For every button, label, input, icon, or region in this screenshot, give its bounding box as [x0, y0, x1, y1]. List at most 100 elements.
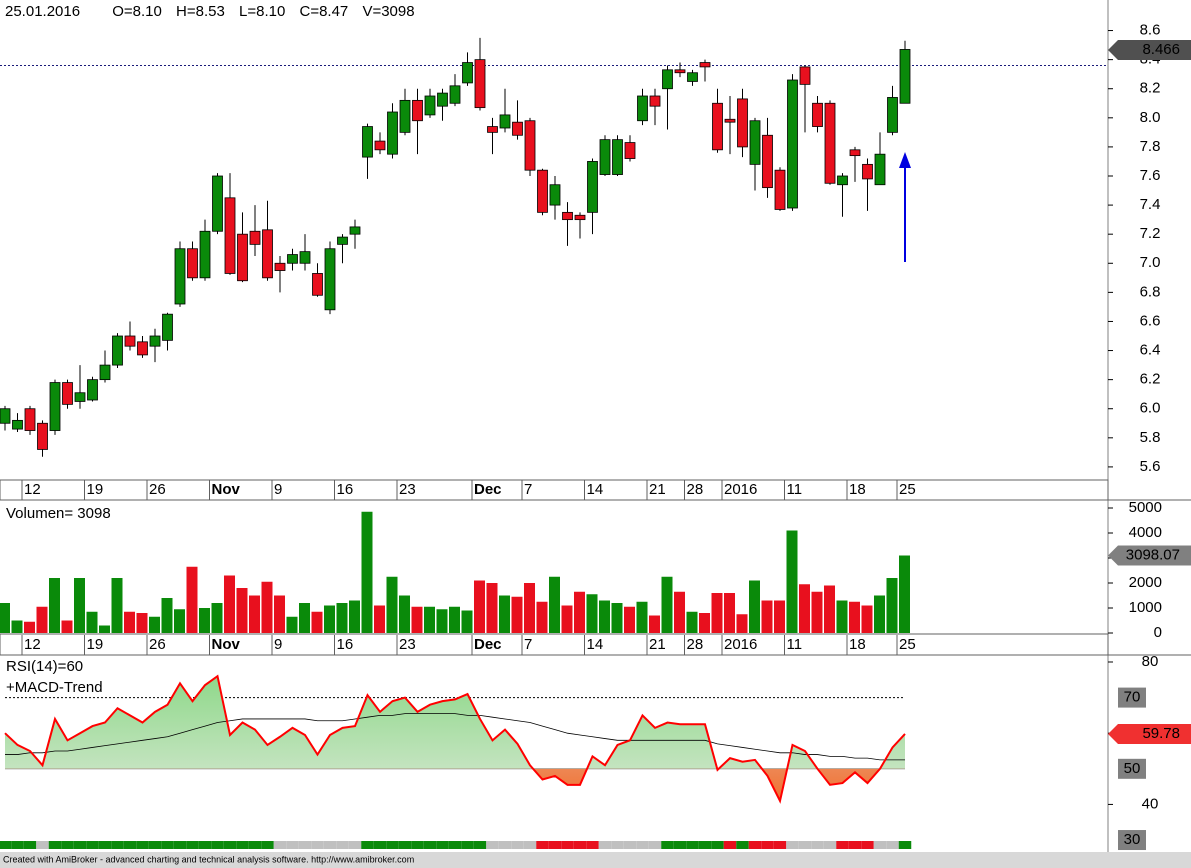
volume-bar — [224, 575, 235, 633]
candle-body — [387, 111, 398, 155]
macd-trend-segment — [498, 841, 512, 849]
candle-body — [687, 72, 698, 82]
volume-bar — [299, 603, 310, 633]
volume-bar — [174, 609, 185, 633]
level-label: 70 — [1124, 689, 1141, 706]
volume-bar — [11, 620, 23, 633]
x-tick-label: Nov — [212, 481, 241, 498]
x-tick-label: 18 — [849, 481, 866, 498]
candle-body — [137, 341, 148, 356]
macd-trend-segment — [186, 841, 199, 849]
volume-bar — [361, 511, 373, 633]
x-tick-label: 11 — [787, 481, 803, 498]
candle-body — [674, 69, 686, 74]
macd-trend-segment — [698, 841, 712, 849]
candle-body — [362, 126, 373, 158]
x-tick-label: 25 — [899, 636, 916, 653]
macd-trend-segment — [273, 841, 287, 849]
candle-body — [199, 230, 211, 279]
candle-body — [424, 95, 436, 116]
macd-trend-segment — [0, 841, 12, 849]
macd-trend-segment — [73, 841, 87, 849]
volume-bar — [511, 596, 523, 633]
macd-trend-segment — [248, 841, 262, 849]
candle-body — [774, 169, 786, 210]
candle-body — [274, 262, 286, 271]
volume-bar — [474, 580, 485, 633]
macd-trend-segment — [898, 841, 912, 849]
rsi-line — [4, 674, 906, 804]
macd-trend-segment — [848, 841, 862, 849]
y-tick-label: 5000 — [1129, 499, 1162, 516]
footer: Created with AmiBroker - advanced charti… — [3, 854, 414, 864]
x-tick-label: Dec — [474, 481, 502, 498]
volume-bar — [386, 576, 398, 633]
level-box — [1118, 830, 1146, 851]
candle-body — [537, 169, 548, 213]
volume-bar — [399, 595, 410, 633]
candle-body — [887, 97, 898, 133]
y-tick-label: 5.8 — [1140, 429, 1161, 446]
readout: V=3098 — [362, 3, 414, 20]
candle-body — [399, 99, 411, 133]
y-tick-label: 7.4 — [1140, 196, 1161, 213]
date: 25.01.2016 — [5, 3, 80, 20]
y-tick-label: 4000 — [1129, 524, 1162, 541]
x-tick-label: 19 — [87, 636, 104, 653]
macd-trend-segment — [586, 841, 599, 849]
macd-trend-segment — [323, 841, 337, 849]
volume-bar — [849, 601, 860, 633]
y-tick-label: 6.6 — [1140, 312, 1161, 329]
candle-body — [787, 79, 798, 209]
volume-bar — [136, 613, 148, 633]
y-tick-label: 6.4 — [1140, 342, 1161, 359]
macd-trend-segment — [886, 841, 899, 849]
candle-body — [124, 335, 136, 347]
macd-trend-segment — [211, 841, 224, 849]
macd-trend-segment — [598, 841, 612, 849]
candle-body — [699, 62, 711, 68]
x-tick-label: 2016 — [724, 636, 757, 653]
volume-bar — [899, 555, 910, 633]
volume-bar — [286, 616, 298, 633]
x-tick-label: 25 — [899, 481, 916, 498]
candle-body — [224, 197, 236, 274]
volume-bar — [861, 605, 873, 633]
macd-trend-segment — [486, 841, 499, 849]
y-tick-label: 80 — [1142, 653, 1159, 670]
last-value-label: 59.78 — [1142, 725, 1180, 742]
volume-bar — [199, 608, 210, 633]
macd-trend-segment — [61, 841, 74, 849]
volume-title: Volumen= 3098 — [6, 505, 111, 522]
volume-bar — [186, 566, 198, 633]
macd-trend-segment — [111, 841, 124, 849]
y-tick-label: 5.6 — [1140, 458, 1161, 475]
macd-trend-segment — [561, 841, 574, 849]
macd-trend-segment — [861, 841, 874, 849]
macd-trend-segment — [761, 841, 774, 849]
volume-bar — [49, 578, 60, 633]
x-tick-label: 26 — [149, 636, 166, 653]
candle-body — [12, 419, 23, 430]
volume-bar — [449, 606, 460, 633]
candle-body — [299, 251, 311, 264]
x-tick-label: 16 — [337, 636, 354, 653]
volume-bar — [874, 595, 885, 633]
volume-bar — [824, 585, 835, 633]
volume-bar — [536, 601, 548, 633]
macd-trend-segment — [686, 841, 699, 849]
candle-body — [437, 92, 448, 107]
volume-bar — [324, 605, 335, 633]
macd-trend-segment — [148, 841, 162, 849]
macd-trend-segment — [473, 841, 487, 849]
volume-bar — [811, 591, 823, 633]
volume-bar — [436, 609, 448, 633]
candle-body — [637, 95, 648, 122]
readout: L=8.10 — [239, 3, 285, 20]
candle-body — [474, 59, 486, 109]
candle-body — [337, 236, 348, 245]
volume-bar — [249, 595, 260, 633]
macd-trend-segment — [711, 841, 724, 849]
y-tick-label: 7.8 — [1140, 138, 1161, 155]
